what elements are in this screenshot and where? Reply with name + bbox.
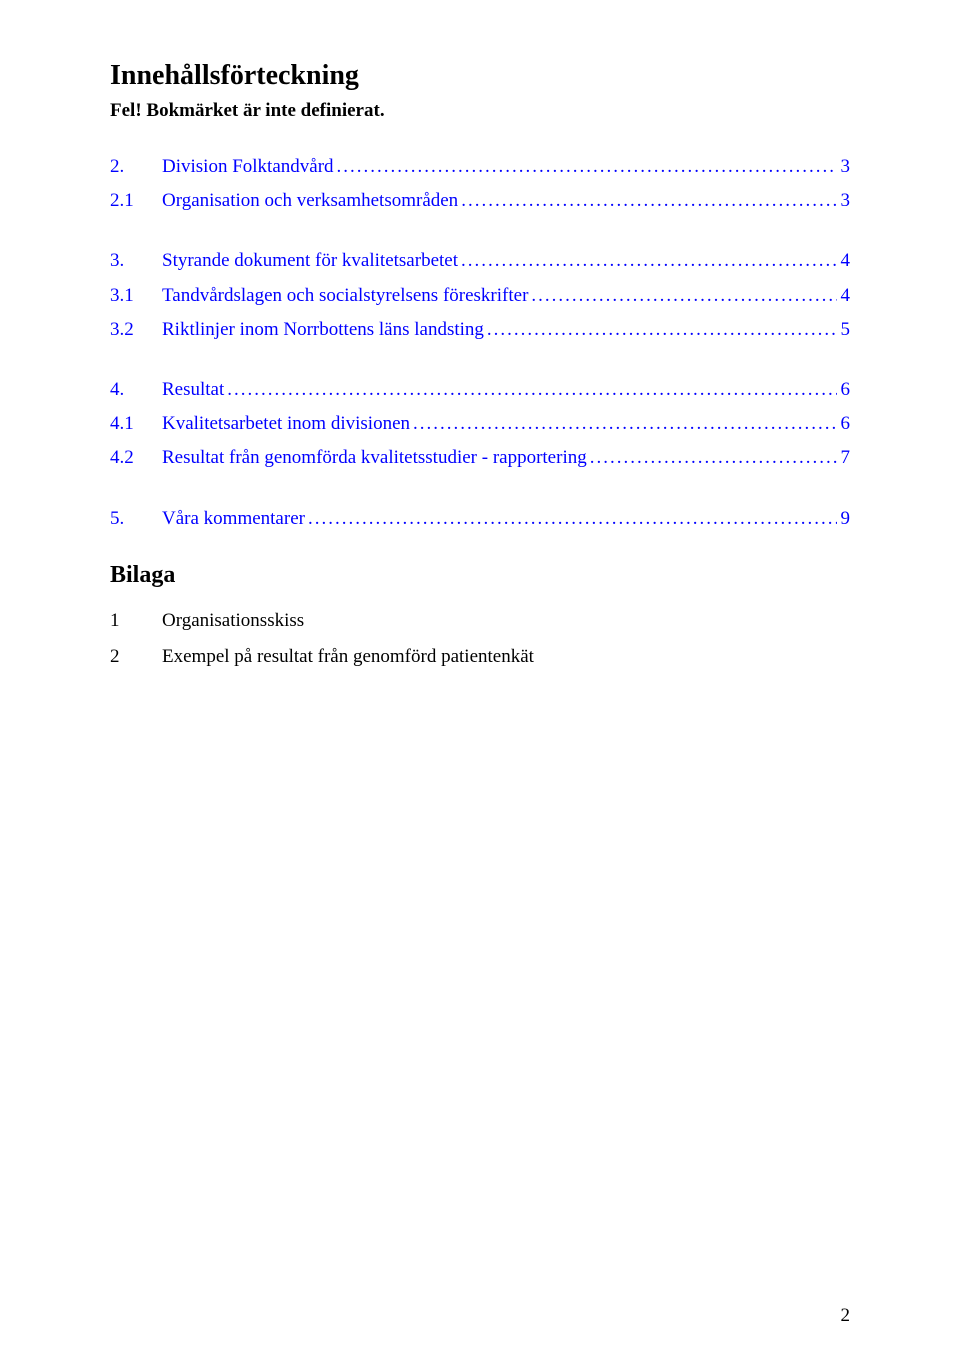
toc-leader-dots: ........................................…	[458, 184, 836, 218]
error-subheading: Fel! Bokmärket är inte definierat.	[110, 100, 850, 122]
toc-entry-number: 4.2	[110, 441, 162, 475]
toc-entry-number: 5.	[110, 502, 162, 536]
toc-entry-label: Resultat från genomförda kvalitetsstudie…	[162, 441, 587, 475]
toc-block: 3.Styrande dokument för kvalitetsarbetet…	[110, 244, 850, 347]
table-of-contents: 2.Division Folktandvård.................…	[110, 150, 850, 536]
toc-entry-number: 3.2	[110, 313, 162, 347]
toc-row[interactable]: 2.Division Folktandvård.................…	[110, 150, 850, 184]
appendix-entry-label: Exempel på resultat från genomförd patie…	[162, 639, 534, 675]
toc-entry-label: Organisation och verksamhetsområden	[162, 184, 458, 218]
toc-block: 2.Division Folktandvård.................…	[110, 150, 850, 218]
toc-entry-number: 2.1	[110, 184, 162, 218]
toc-entry-page: 3	[837, 150, 851, 184]
toc-entry-page: 9	[837, 502, 851, 536]
page-number: 2	[841, 1305, 851, 1327]
appendix-entry-label: Organisationsskiss	[162, 603, 304, 639]
toc-leader-dots: ........................................…	[224, 373, 836, 407]
toc-row[interactable]: 4.Resultat..............................…	[110, 373, 850, 407]
toc-entry-number: 3.1	[110, 279, 162, 313]
toc-leader-dots: ........................................…	[528, 279, 836, 313]
toc-entry-number: 4.	[110, 373, 162, 407]
appendix-row: 2Exempel på resultat från genomförd pati…	[110, 639, 850, 675]
toc-entry-label: Kvalitetsarbetet inom divisionen	[162, 407, 410, 441]
toc-leader-dots: ........................................…	[484, 313, 837, 347]
toc-row[interactable]: 4.1Kvalitetsarbetet inom divisionen.....…	[110, 407, 850, 441]
appendix-heading: Bilaga	[110, 562, 850, 589]
toc-entry-label: Våra kommentarer	[162, 502, 305, 536]
appendix-row: 1Organisationsskiss	[110, 603, 850, 639]
toc-row[interactable]: 3.Styrande dokument för kvalitetsarbetet…	[110, 244, 850, 278]
toc-block: 5.Våra kommentarer......................…	[110, 502, 850, 536]
toc-entry-page: 7	[837, 441, 851, 475]
toc-entry-number: 3.	[110, 244, 162, 278]
toc-entry-number: 4.1	[110, 407, 162, 441]
toc-entry-page: 6	[837, 373, 851, 407]
toc-leader-dots: ........................................…	[458, 244, 837, 278]
toc-entry-page: 4	[837, 279, 851, 313]
toc-row[interactable]: 3.1Tandvårdslagen och socialstyrelsens f…	[110, 279, 850, 313]
toc-entry-page: 4	[837, 244, 851, 278]
toc-leader-dots: ........................................…	[334, 150, 837, 184]
toc-leader-dots: ........................................…	[305, 502, 837, 536]
toc-leader-dots: ........................................…	[587, 441, 837, 475]
toc-entry-page: 3	[837, 184, 851, 218]
toc-entry-page: 6	[837, 407, 851, 441]
toc-entry-label: Riktlinjer inom Norrbottens läns landsti…	[162, 313, 484, 347]
toc-row[interactable]: 3.2Riktlinjer inom Norrbottens läns land…	[110, 313, 850, 347]
appendix-entry-number: 1	[110, 603, 162, 639]
toc-entry-label: Tandvårdslagen och socialstyrelsens före…	[162, 279, 528, 313]
toc-row[interactable]: 4.2Resultat från genomförda kvalitetsstu…	[110, 441, 850, 475]
toc-leader-dots: ........................................…	[410, 407, 836, 441]
toc-entry-label: Styrande dokument för kvalitetsarbetet	[162, 244, 458, 278]
toc-block: 4.Resultat..............................…	[110, 373, 850, 476]
document-page: Innehållsförteckning Fel! Bokmärket är i…	[0, 0, 960, 1361]
toc-entry-page: 5	[837, 313, 851, 347]
appendix-entry-number: 2	[110, 639, 162, 675]
appendix-list: 1Organisationsskiss2Exempel på resultat …	[110, 603, 850, 675]
toc-entry-number: 2.	[110, 150, 162, 184]
toc-entry-label: Division Folktandvård	[162, 150, 334, 184]
toc-entry-label: Resultat	[162, 373, 224, 407]
toc-row[interactable]: 2.1Organisation och verksamhetsområden..…	[110, 184, 850, 218]
toc-heading: Innehållsförteckning	[110, 60, 850, 92]
toc-row[interactable]: 5.Våra kommentarer......................…	[110, 502, 850, 536]
